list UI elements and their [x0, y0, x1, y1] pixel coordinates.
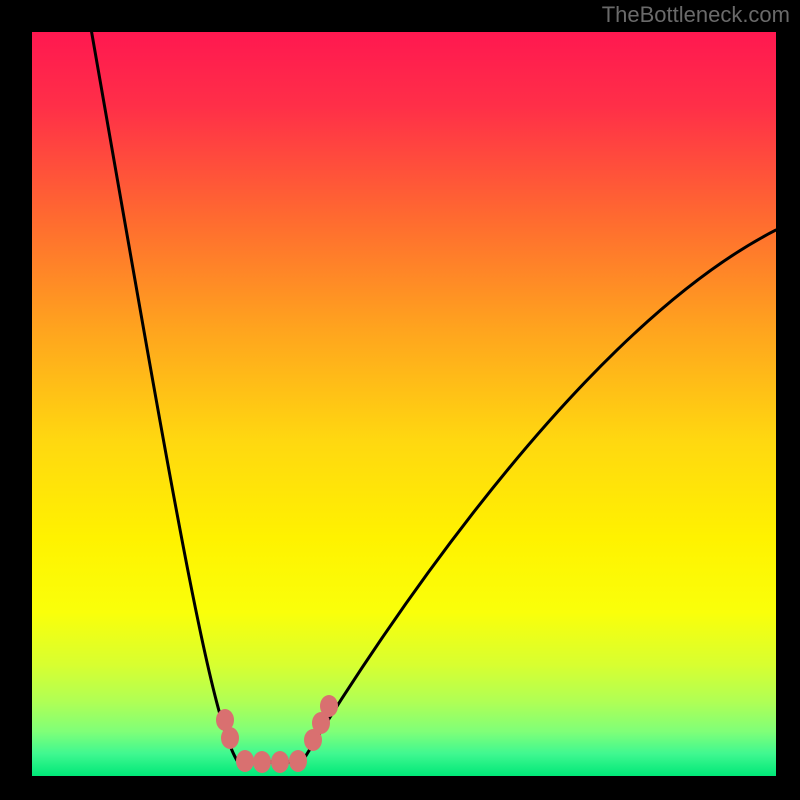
- watermark-text: TheBottleneck.com: [602, 2, 790, 28]
- data-marker: [320, 695, 338, 717]
- data-marker: [236, 750, 254, 772]
- chart-svg: [0, 0, 800, 800]
- data-marker: [253, 751, 271, 773]
- gradient-background: [32, 32, 776, 776]
- data-marker: [271, 751, 289, 773]
- data-marker: [221, 727, 239, 749]
- data-marker: [289, 750, 307, 772]
